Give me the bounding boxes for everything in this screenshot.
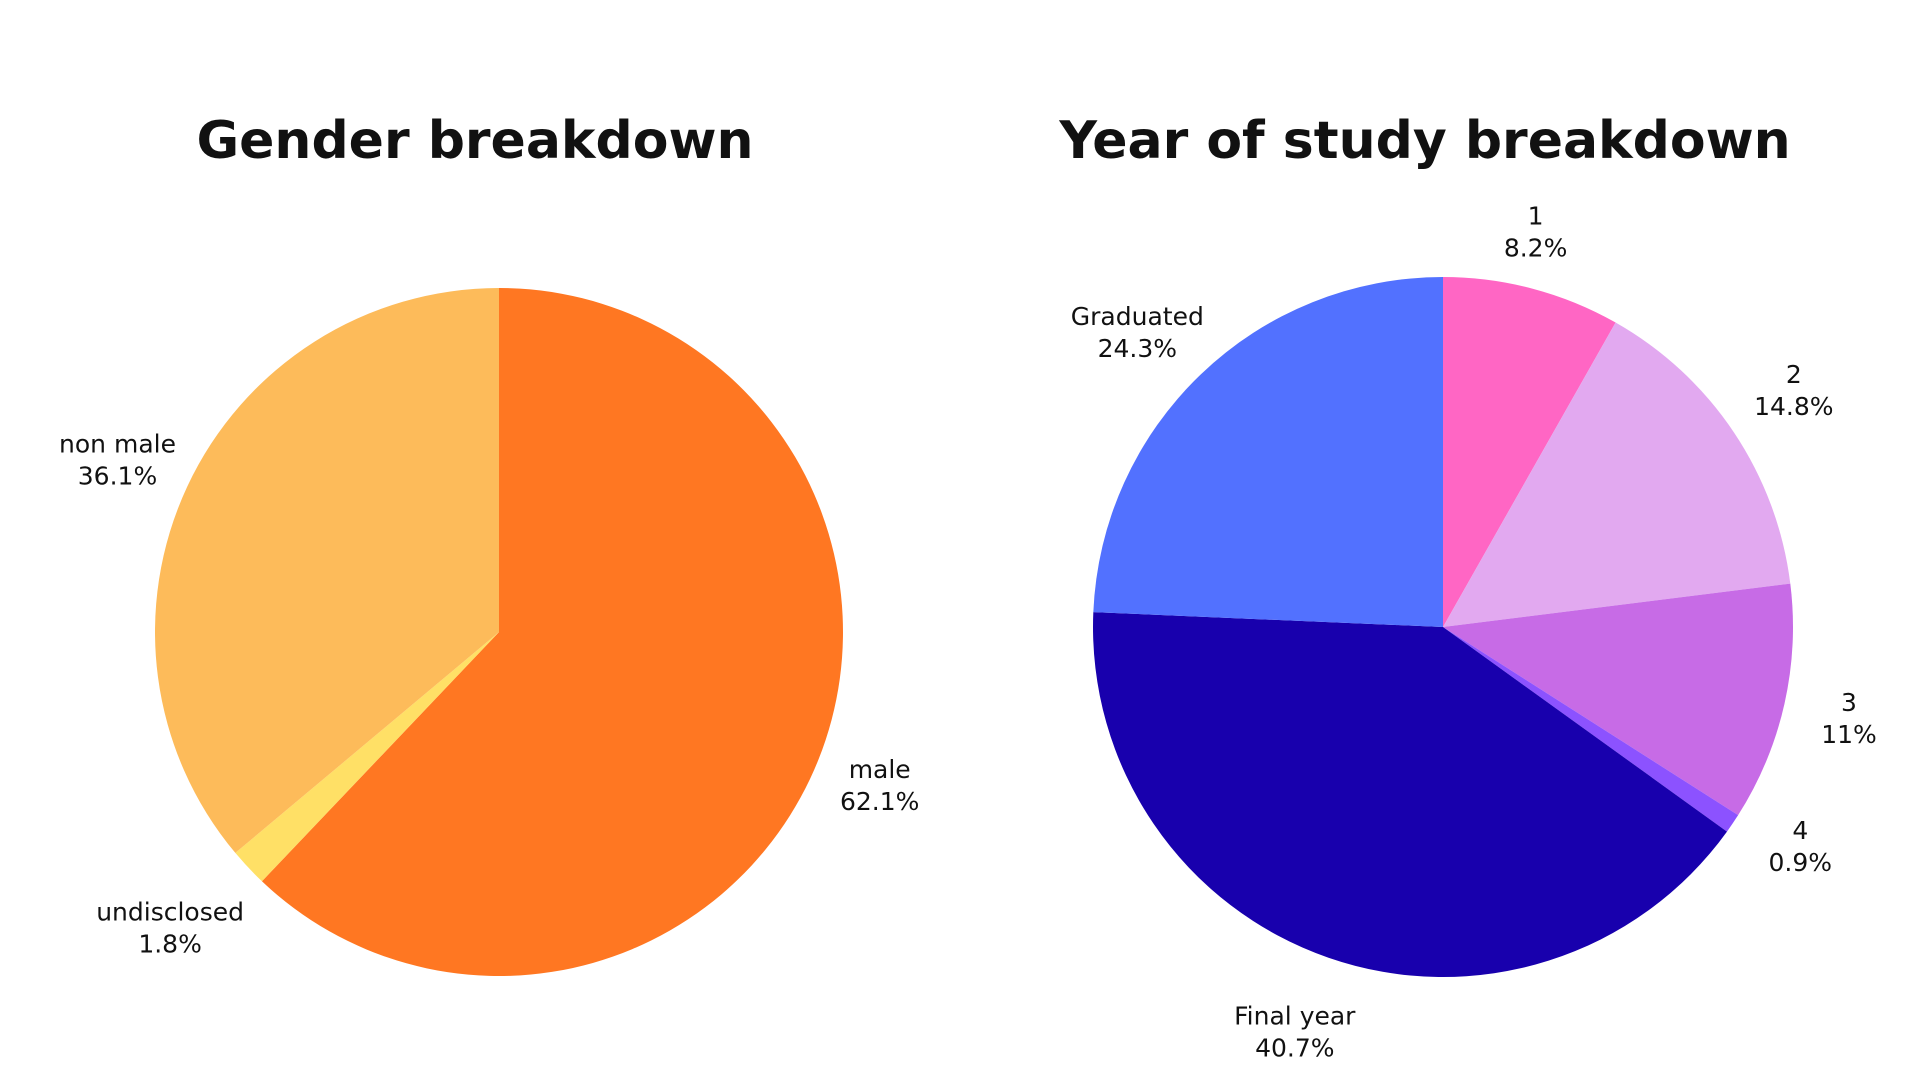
slice-percent-label: 36.1% (78, 462, 157, 491)
slice-label-4: 4 0.9% (1769, 816, 1833, 877)
slice-label-male: male 62.1% (840, 755, 919, 816)
year-pie-labels: 18.2%214.8%311%40.9%Final year40.7%Gradu… (1071, 202, 1877, 1063)
slice-percent-label: 14.8% (1754, 392, 1833, 421)
slice-percent-label: 1.8% (138, 930, 202, 959)
slice-label-graduated: Graduated 24.3% (1071, 302, 1204, 363)
slice-category-label: undisclosed (96, 898, 244, 927)
slice-percent-label: 8.2% (1504, 234, 1568, 263)
slice-label-2: 2 14.8% (1754, 360, 1833, 421)
gender-pie (155, 288, 843, 976)
slice-percent-label: 11% (1821, 720, 1877, 749)
gender-pie-labels: male 62.1% undisclosed 1.8% non male 36.1% (59, 430, 919, 959)
slice-category-label: Graduated (1071, 302, 1204, 331)
slice-label-final-year: Final year 40.7% (1234, 1001, 1356, 1062)
slice-category-label: male (849, 755, 911, 784)
gender-breakdown-chart: Gender breakdown male 62.1% undisclosed 1.8… (59, 111, 919, 976)
pie-slice-2 (1443, 322, 1791, 627)
pie-slice-4 (1443, 627, 1739, 832)
slice-category-label: 1 (1528, 202, 1544, 231)
pie-slice-final-year (1093, 612, 1727, 977)
slice-percent-label: 40.7% (1255, 1033, 1334, 1062)
slice-category-label: non male (59, 430, 176, 459)
slice-category-label: 2 (1786, 360, 1802, 389)
pie-slice-1 (1443, 277, 1616, 627)
pie-slice-undisclosed (235, 632, 499, 882)
slice-category-label: Final year (1234, 1001, 1356, 1030)
slice-percent-label: 62.1% (840, 787, 919, 816)
year-of-study-breakdown-chart: Year of study breakdown 18.2%214.8%311%4… (1058, 111, 1876, 1062)
pie-slice-graduated (1093, 277, 1443, 627)
slice-percent-label: 24.3% (1098, 334, 1177, 363)
slice-label-1: 1 8.2% (1504, 202, 1568, 263)
gender-chart-title: Gender breakdown (196, 111, 753, 171)
slice-percent-label: 0.9% (1769, 848, 1833, 877)
pie-slice-non-male (155, 288, 500, 853)
pie-slice-male (261, 288, 843, 976)
slice-category-label: 3 (1841, 688, 1857, 717)
slice-label-non-male: non male 36.1% (59, 430, 176, 491)
pie-slice-3 (1443, 583, 1793, 816)
year-chart-title: Year of study breakdown (1058, 111, 1790, 171)
slice-label-3: 311% (1821, 688, 1877, 749)
year-pie (1093, 277, 1793, 977)
slice-category-label: 4 (1792, 816, 1808, 845)
slice-label-undisclosed: undisclosed 1.8% (96, 898, 244, 959)
